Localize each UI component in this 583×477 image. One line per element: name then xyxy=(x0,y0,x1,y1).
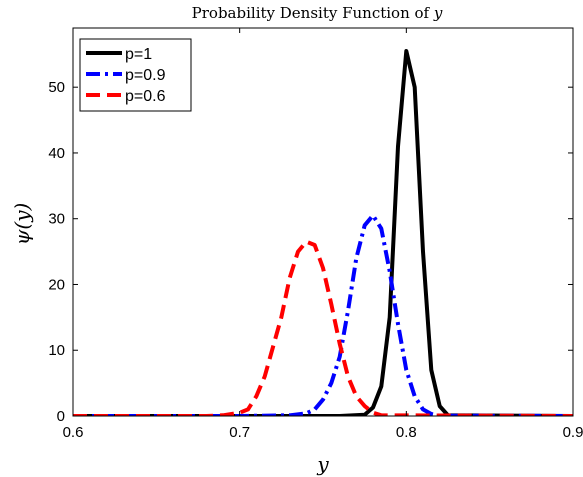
axis-ticks: 0.6 0.7 0.8 0.9 0 10 20 30 40 50 xyxy=(48,28,583,441)
x-tick-label: 0.6 xyxy=(63,424,84,441)
y-tick-label: 0 xyxy=(57,408,65,425)
x-tick-label: 0.8 xyxy=(396,424,417,441)
x-tick-label: 0.9 xyxy=(563,424,583,441)
x-tick-label: 0.7 xyxy=(229,424,250,441)
legend: p=1 p=0.9 p=0.6 xyxy=(79,38,192,112)
y-tick-label: 50 xyxy=(48,79,65,96)
y-axis-label: ψ(y) xyxy=(10,203,34,246)
y-tick-label: 30 xyxy=(48,211,65,228)
series-line-p=1 xyxy=(73,49,573,416)
x-axis-label: y xyxy=(316,452,329,476)
plot-frame xyxy=(72,27,574,417)
y-tick-label: 10 xyxy=(48,342,65,359)
y-tick-label: 40 xyxy=(48,145,65,162)
chart-title: Probability Density Function of y xyxy=(192,4,443,22)
legend-label: p=0.9 xyxy=(125,67,166,84)
legend-label: p=1 xyxy=(125,46,152,63)
series-line-p=0.6 xyxy=(73,239,573,416)
series-line-p=0.9 xyxy=(73,213,573,416)
y-tick-label: 20 xyxy=(48,276,65,293)
series-layer xyxy=(73,49,573,416)
legend-label: p=0.6 xyxy=(125,88,166,105)
